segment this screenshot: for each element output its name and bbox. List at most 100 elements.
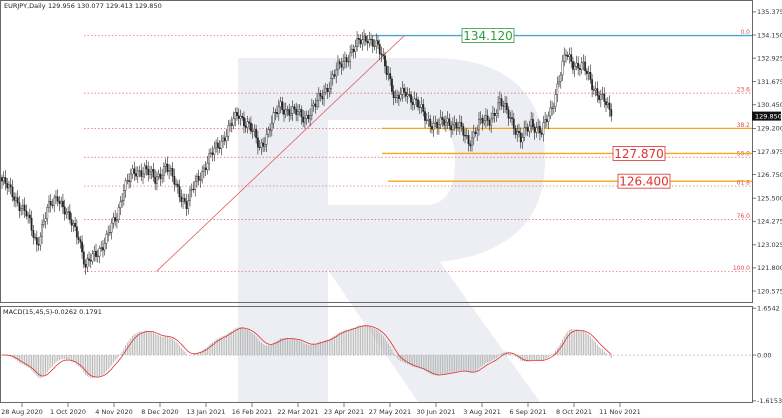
candle-body bbox=[444, 121, 447, 126]
candle-body bbox=[561, 61, 564, 76]
candle-body bbox=[391, 78, 393, 92]
candle-body bbox=[204, 167, 207, 171]
price-tick-label: 121.800 bbox=[757, 264, 782, 272]
candle-body bbox=[303, 117, 306, 123]
candle-body bbox=[126, 180, 129, 182]
candle-body bbox=[109, 232, 111, 234]
candle-body bbox=[248, 121, 251, 124]
candle-body bbox=[156, 176, 158, 184]
candle-body bbox=[519, 132, 522, 143]
candle-body bbox=[488, 120, 491, 126]
candle-body bbox=[490, 118, 493, 126]
candle-body bbox=[364, 35, 367, 42]
candle-body bbox=[256, 137, 259, 148]
fib-level-label: 0.0 bbox=[740, 29, 750, 36]
candle-body bbox=[225, 135, 228, 142]
candle-body bbox=[171, 168, 174, 177]
time-tick-label: 11 Nov 2021 bbox=[599, 408, 641, 416]
fib-level-label: 50.0 bbox=[737, 151, 751, 158]
candle-body bbox=[48, 201, 50, 208]
price-tick-label: 126.750 bbox=[757, 171, 782, 179]
candle-body bbox=[410, 94, 412, 103]
candle-body bbox=[338, 61, 341, 65]
candle-body bbox=[610, 109, 613, 117]
candle-body bbox=[493, 113, 496, 116]
price-tick-label: 125.500 bbox=[757, 194, 782, 202]
candle-body bbox=[399, 94, 402, 99]
candle-body bbox=[253, 129, 256, 132]
candle-body bbox=[244, 125, 247, 128]
candle-body bbox=[565, 54, 567, 56]
candle-body bbox=[262, 142, 265, 147]
price-tick-label: 120.575 bbox=[757, 287, 782, 295]
candle-body bbox=[382, 54, 385, 56]
candle-body bbox=[284, 109, 287, 115]
candle-body bbox=[192, 188, 195, 190]
candle-body bbox=[263, 144, 266, 147]
candle-body bbox=[196, 175, 198, 182]
candle-body bbox=[349, 52, 352, 62]
candle-body bbox=[255, 129, 258, 139]
candle-body bbox=[608, 102, 611, 110]
candle-body bbox=[96, 255, 99, 257]
candle-body bbox=[199, 179, 202, 181]
candle-body bbox=[566, 55, 569, 57]
time-tick-label: 4 Nov 2020 bbox=[95, 408, 133, 416]
candle-body bbox=[23, 204, 26, 212]
candle-body bbox=[243, 117, 245, 127]
candle-body bbox=[34, 237, 36, 239]
candle-body bbox=[232, 118, 235, 126]
candle-body bbox=[516, 131, 519, 135]
candle-body bbox=[596, 88, 599, 96]
candle-body bbox=[598, 95, 600, 100]
candle-body bbox=[530, 119, 533, 127]
candle-body bbox=[9, 184, 12, 188]
candle-body bbox=[168, 170, 171, 172]
candle-body bbox=[37, 244, 40, 246]
candle-body bbox=[335, 69, 338, 77]
candle-body bbox=[432, 122, 435, 130]
candle-body bbox=[25, 210, 28, 217]
candle-body bbox=[500, 98, 503, 107]
candle-body bbox=[521, 137, 524, 143]
candle-body bbox=[408, 94, 411, 96]
macd-indicator: 1.6542 0.00 -1.6153 bbox=[1, 304, 782, 405]
candle-body bbox=[474, 131, 477, 134]
candle-body bbox=[180, 196, 183, 202]
candle-body bbox=[237, 115, 240, 119]
candle-body bbox=[401, 88, 404, 95]
candle-body bbox=[460, 122, 463, 127]
candle-body bbox=[305, 114, 308, 119]
time-tick-label: 28 Aug 2020 bbox=[1, 408, 43, 416]
candle-body bbox=[361, 39, 364, 45]
candle-body bbox=[176, 183, 179, 187]
candle-body bbox=[44, 218, 47, 222]
candle-body bbox=[344, 57, 346, 62]
candle-body bbox=[577, 62, 580, 69]
candle-body bbox=[314, 103, 317, 107]
candle-body bbox=[601, 93, 604, 95]
candle-body bbox=[35, 237, 38, 245]
candle-body bbox=[568, 54, 571, 57]
candle-body bbox=[79, 239, 82, 243]
candle-body bbox=[570, 54, 573, 62]
candle-body bbox=[324, 88, 327, 93]
candle-body bbox=[552, 106, 555, 109]
candle-body bbox=[178, 186, 181, 198]
candle-body bbox=[27, 214, 30, 217]
candle-body bbox=[436, 121, 439, 129]
candle-body bbox=[377, 40, 379, 45]
current-price-tag bbox=[752, 111, 781, 121]
price-annotation-box bbox=[612, 146, 666, 161]
candle-body bbox=[213, 147, 216, 155]
candle-body bbox=[230, 123, 233, 126]
candle-body bbox=[166, 163, 169, 172]
candle-body bbox=[154, 176, 157, 184]
candle-body bbox=[103, 243, 106, 251]
candle-body bbox=[138, 170, 141, 172]
fib-level-label: 76.0 bbox=[737, 213, 751, 220]
candle-body bbox=[105, 234, 108, 244]
candle-body bbox=[323, 92, 325, 100]
candle-body bbox=[246, 121, 249, 128]
